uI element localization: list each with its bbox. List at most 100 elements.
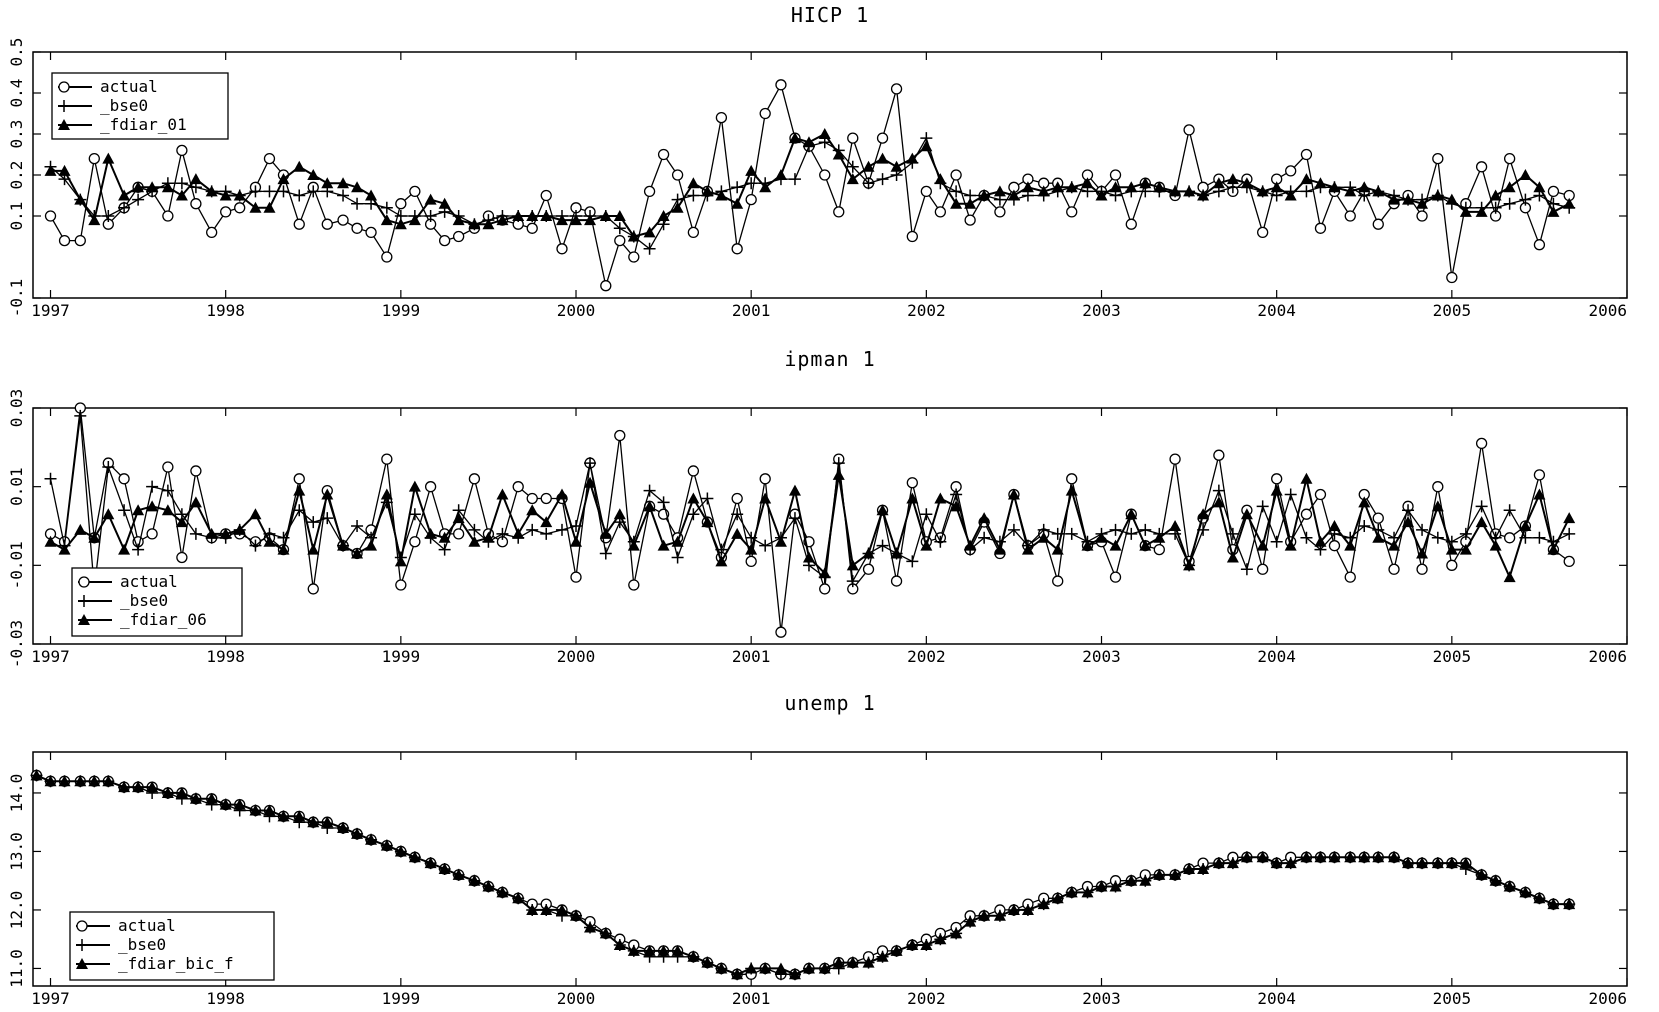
data-point-fdiar-01 xyxy=(643,226,656,238)
data-point-fdiar-01 xyxy=(205,185,218,197)
data-point-bse0 xyxy=(1431,531,1444,544)
data-point-fdiar-01 xyxy=(452,214,465,226)
data-point-actual xyxy=(1388,563,1400,575)
data-point-fdiar-bic-f xyxy=(468,874,481,886)
data-point-actual xyxy=(1475,437,1488,450)
data-point-actual xyxy=(190,465,202,477)
data-point-fdiar-01 xyxy=(58,164,71,176)
data-point-fdiar-06 xyxy=(44,535,57,547)
series-line-bse0 xyxy=(49,415,1570,590)
data-point-bse0 xyxy=(1503,197,1516,210)
x-tick-label: 1997 xyxy=(31,647,70,666)
x-tick-label: 2001 xyxy=(732,647,771,666)
data-point-fdiar-01 xyxy=(701,185,714,197)
data-point-actual xyxy=(1066,206,1078,218)
x-tick-label: 2001 xyxy=(732,301,771,320)
data-point-fdiar-06 xyxy=(1169,520,1182,531)
data-point-fdiar-06 xyxy=(1139,539,1152,551)
data-point-fdiar-01 xyxy=(438,197,451,209)
data-point-fdiar-06 xyxy=(1183,559,1196,571)
data-point-fdiar-bic-f xyxy=(44,775,57,787)
data-point-bse0 xyxy=(613,222,626,235)
data-point-actual xyxy=(1446,271,1458,284)
data-point-actual xyxy=(44,210,57,222)
data-point-actual xyxy=(263,152,276,165)
data-point-bse0 xyxy=(1212,484,1225,497)
legend-marker-fdiar-bic-f xyxy=(76,958,88,969)
data-point-fdiar-06 xyxy=(205,527,218,539)
data-point-fdiar-06 xyxy=(1344,539,1357,551)
x-tick-label: 2002 xyxy=(907,301,946,320)
data-point-fdiar-bic-f xyxy=(1503,880,1516,892)
data-point-fdiar-01 xyxy=(832,148,845,160)
data-point-actual xyxy=(876,132,889,144)
data-point-fdiar-06 xyxy=(832,468,845,480)
data-point-bse0 xyxy=(321,512,334,525)
data-point-fdiar-06 xyxy=(526,504,539,516)
data-point-fdiar-01 xyxy=(408,214,421,226)
data-point-fdiar-06 xyxy=(452,512,465,524)
data-point-fdiar-06 xyxy=(876,504,889,516)
data-point-fdiar-01 xyxy=(526,210,539,221)
data-point-fdiar-01 xyxy=(1021,181,1034,193)
data-point-fdiar-06 xyxy=(802,551,815,563)
data-point-fdiar-01 xyxy=(233,189,246,201)
data-point-fdiar-bic-f xyxy=(862,956,875,968)
data-point-fdiar-06 xyxy=(1388,539,1401,551)
data-point-fdiar-06 xyxy=(58,543,71,555)
x-tick-label: 2003 xyxy=(1082,989,1121,1008)
data-point-actual xyxy=(1432,152,1444,165)
data-point-bse0 xyxy=(788,512,801,525)
data-point-fdiar-01 xyxy=(1547,205,1560,217)
data-point-fdiar-bic-f xyxy=(978,909,991,921)
data-point-fdiar-06 xyxy=(1519,520,1532,531)
data-point-fdiar-bic-f xyxy=(161,786,174,798)
data-point-fdiar-01 xyxy=(1402,193,1415,205)
data-point-fdiar-01 xyxy=(1533,181,1546,193)
data-point-bse0 xyxy=(307,516,320,529)
data-point-fdiar-06 xyxy=(613,508,626,520)
data-point-fdiar-01 xyxy=(570,214,583,226)
data-point-bse0 xyxy=(788,173,801,186)
data-point-fdiar-01 xyxy=(146,181,159,193)
data-point-actual xyxy=(934,206,947,218)
x-tick-label: 2003 xyxy=(1082,647,1121,666)
data-point-actual xyxy=(745,193,757,206)
data-point-actual xyxy=(118,473,130,485)
data-point-actual xyxy=(950,169,962,181)
data-point-fdiar-bic-f xyxy=(1402,857,1415,869)
legend-marker-bse0 xyxy=(78,595,90,607)
data-point-fdiar-06 xyxy=(118,543,131,555)
data-point-fdiar-01 xyxy=(599,210,612,221)
data-point-bse0 xyxy=(701,492,714,505)
x-tick-label: 2000 xyxy=(557,301,596,320)
data-point-bse0 xyxy=(380,201,393,214)
data-point-bse0 xyxy=(351,520,364,532)
data-point-bse0 xyxy=(671,551,684,564)
data-point-fdiar-01 xyxy=(862,160,875,172)
series-actual xyxy=(44,79,1575,292)
data-point-fdiar-06 xyxy=(555,488,568,500)
data-point-fdiar-bic-f xyxy=(701,956,714,968)
data-point-fdiar-bic-f xyxy=(321,816,334,828)
data-point-fdiar-bic-f xyxy=(671,944,684,956)
data-point-fdiar-06 xyxy=(934,492,947,504)
data-point-bse0 xyxy=(584,457,597,470)
x-tick-label: 1999 xyxy=(382,647,421,666)
legend: actual_bse0_fdiar_bic_f xyxy=(69,911,275,981)
data-point-fdiar-01 xyxy=(876,152,889,164)
data-point-fdiar-01 xyxy=(44,164,57,176)
data-point-bse0 xyxy=(351,197,364,210)
data-point-actual xyxy=(819,583,831,595)
x-tick-label: 2006 xyxy=(1588,647,1627,666)
series-line-actual xyxy=(50,407,1570,633)
data-point-fdiar-06 xyxy=(424,527,437,539)
data-point-fdiar-06 xyxy=(1547,543,1560,555)
data-point-actual xyxy=(1344,210,1356,222)
data-point-fdiar-01 xyxy=(161,181,174,193)
data-point-actual xyxy=(1109,571,1122,583)
data-point-fdiar-bic-f xyxy=(731,968,744,980)
data-point-fdiar-bic-f xyxy=(555,903,568,915)
data-point-fdiar-06 xyxy=(584,476,597,488)
data-point-fdiar-bic-f xyxy=(132,781,145,793)
